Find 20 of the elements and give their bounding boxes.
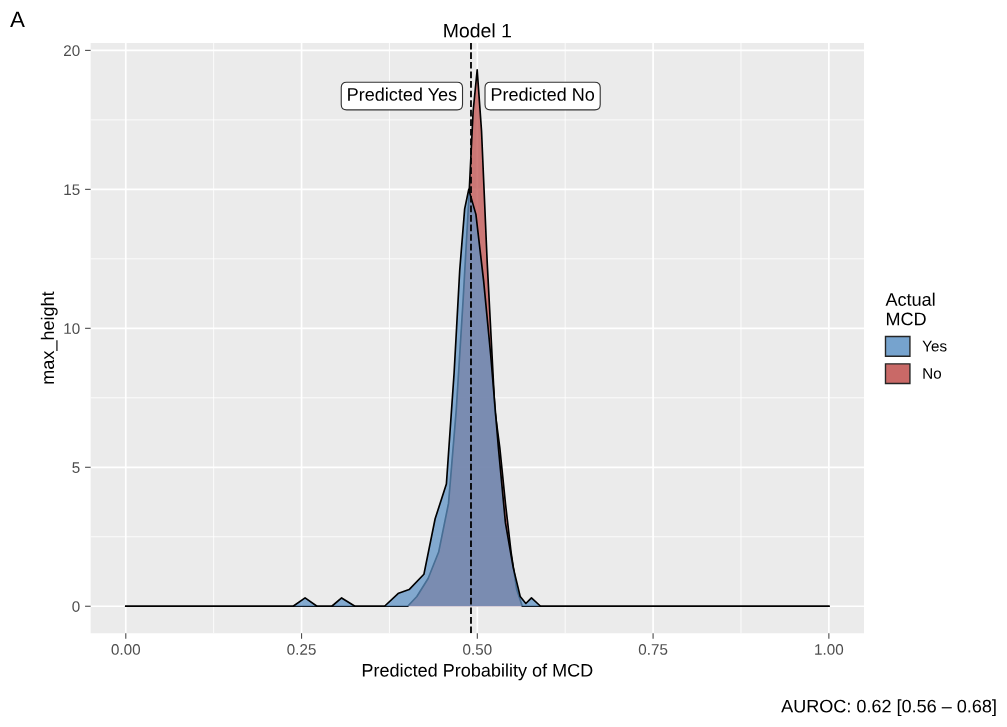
y-tick-label: 0 [72, 601, 80, 612]
y-tick-label: 20 [63, 45, 80, 57]
text: A [10, 11, 25, 28]
legend-label: No [923, 368, 942, 379]
x-tick-label: 0.50 [463, 644, 492, 655]
chart-title: Model 1 [444, 23, 511, 38]
y-tick-label: 15 [64, 184, 80, 196]
legend-label: Yes [922, 340, 947, 352]
y-tick-label: 10 [64, 323, 80, 335]
annotation: Predicted Yes [348, 87, 457, 101]
y-axis-title: max_height [40, 291, 58, 384]
x-axis-title: Predicted Probability of MCD [362, 663, 593, 681]
x-tick-label: 0.25 [287, 644, 316, 655]
x-tick-label: 0.00 [111, 644, 141, 655]
annotation: Predicted No [491, 87, 595, 101]
legend-title: Actual MCD [885, 292, 935, 326]
text: AUROC: 0.62 [0.56 – 0.68] [781, 699, 996, 717]
y-tick-label: 5 [72, 462, 80, 473]
x-tick-label: 1.00 [815, 644, 844, 655]
x-tick-label: 0.75 [638, 644, 668, 655]
